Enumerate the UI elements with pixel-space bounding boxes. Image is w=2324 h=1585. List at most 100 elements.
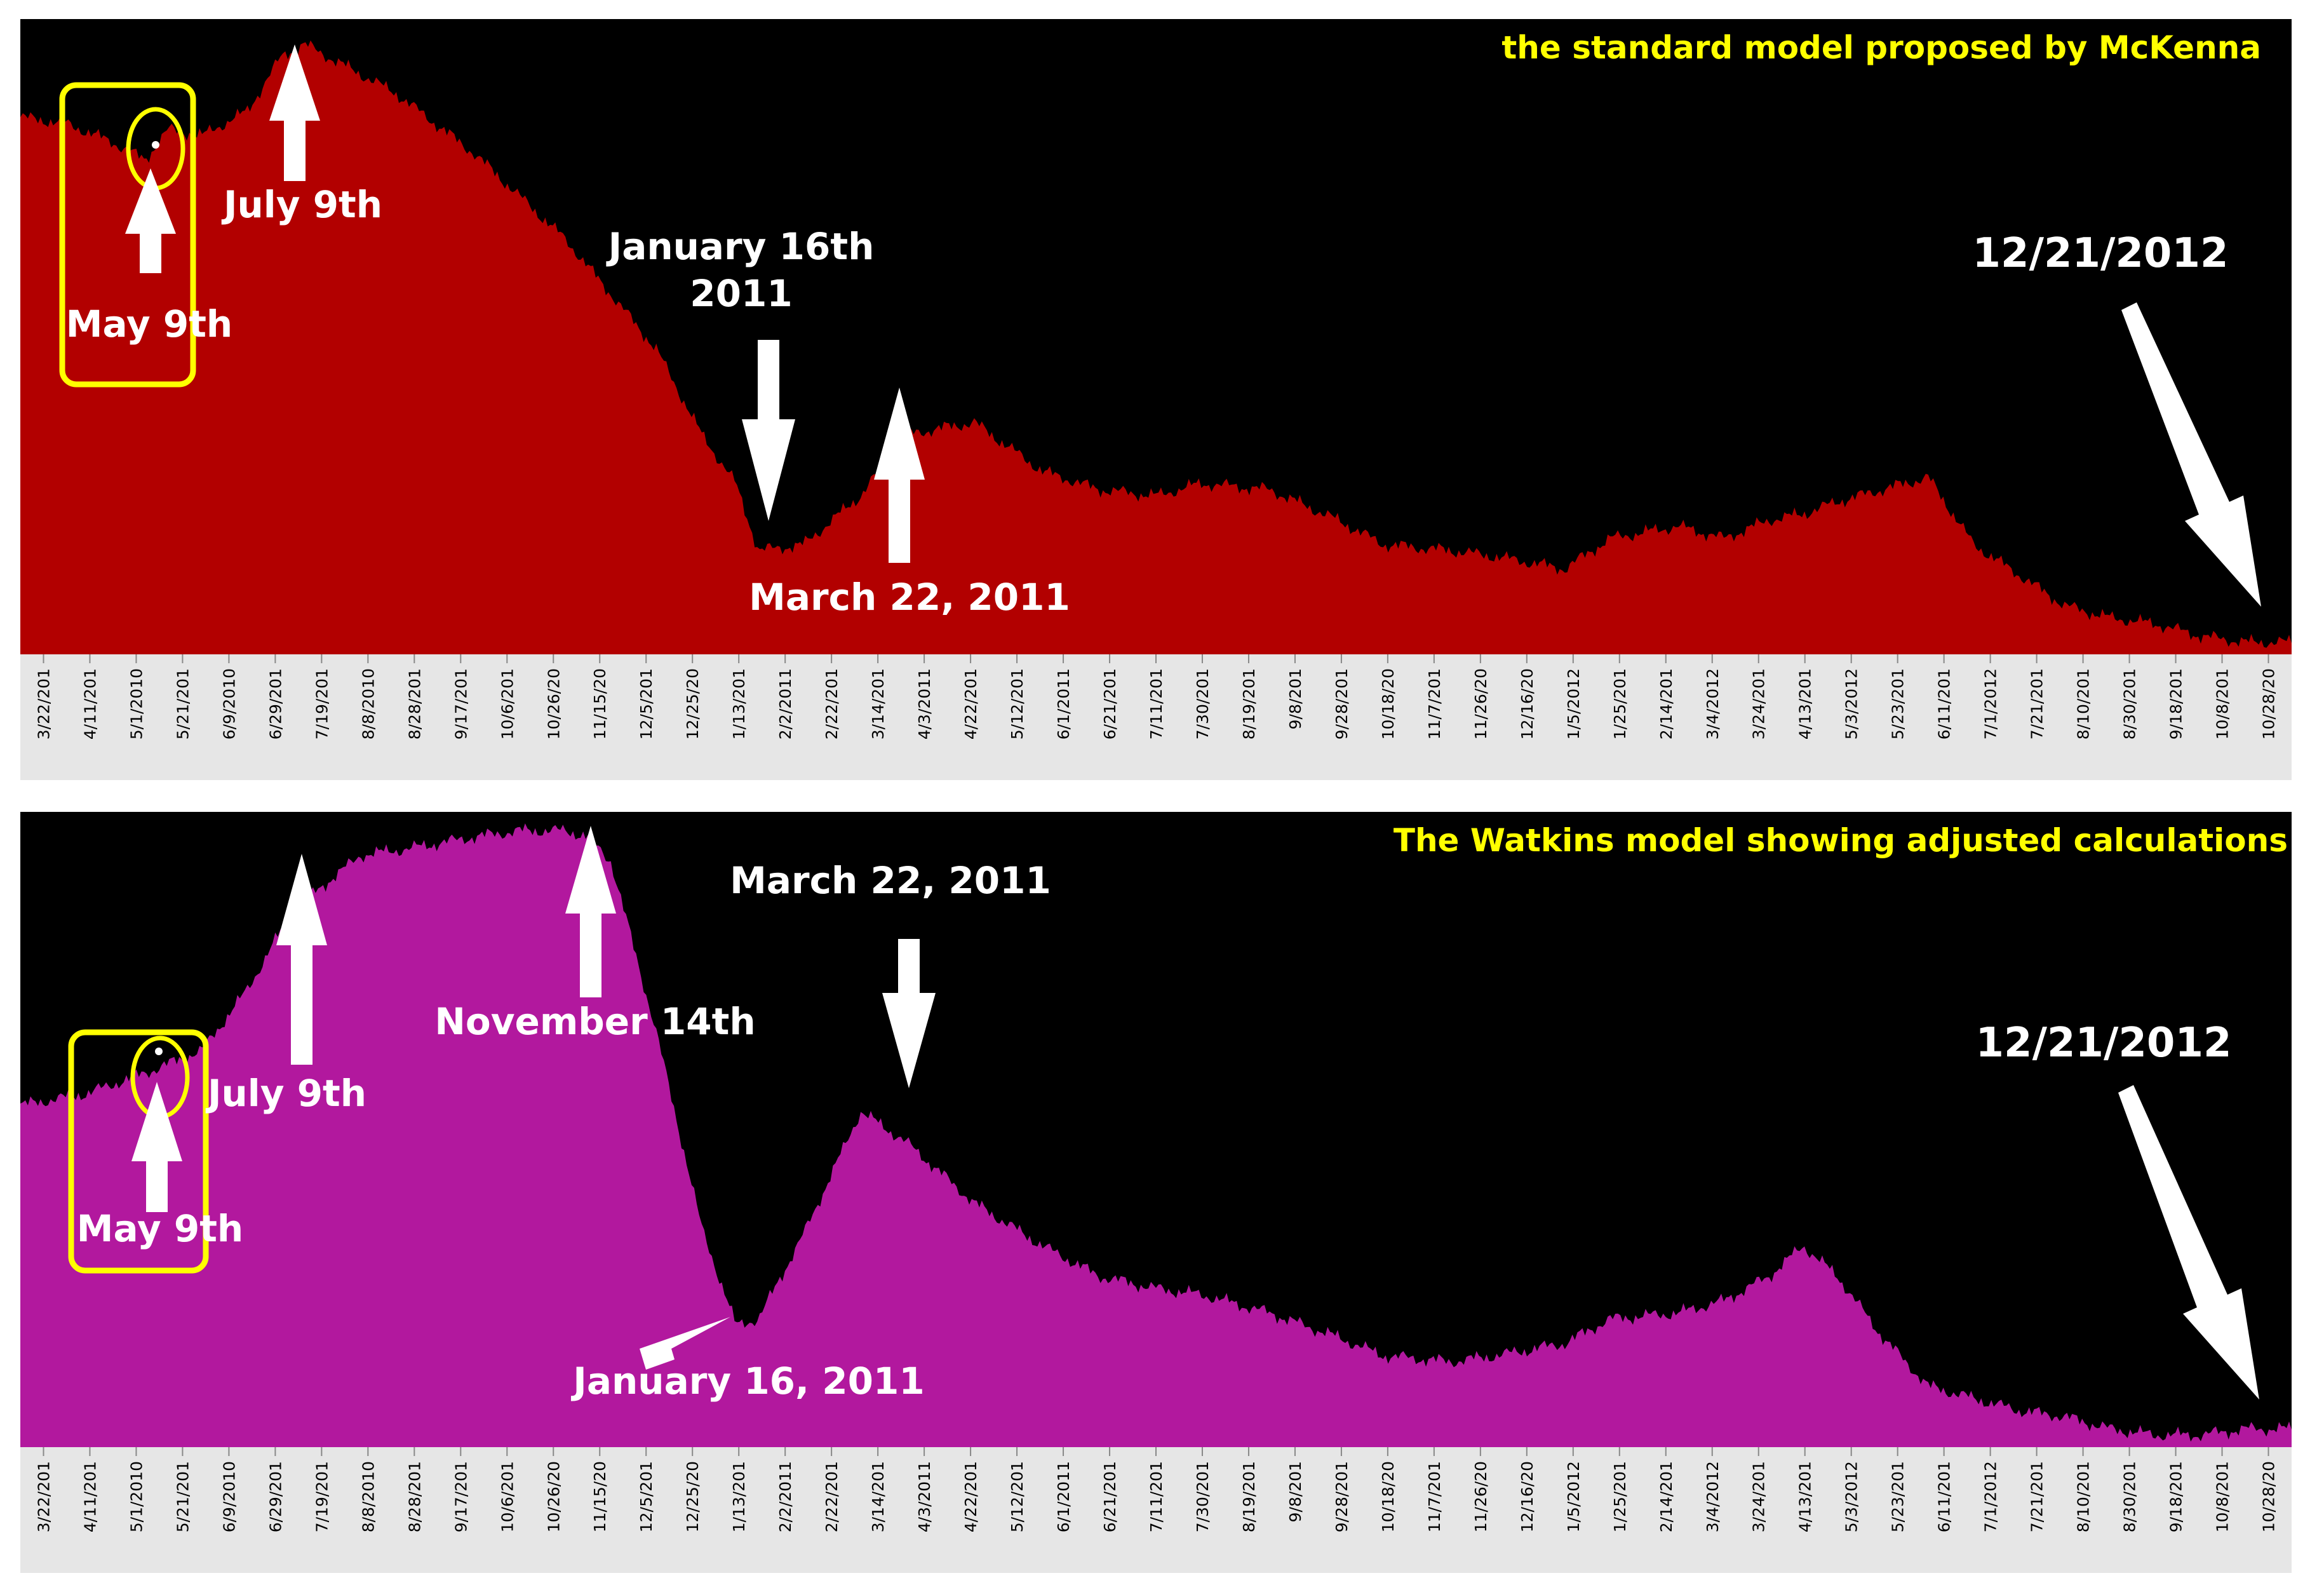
highlight-box xyxy=(68,1029,209,1274)
x-tick-label: 11/7/201 xyxy=(1425,1461,1444,1532)
x-tick-label: 7/11/201 xyxy=(1147,668,1165,739)
x-tick-label: 10/8/201 xyxy=(2213,668,2232,739)
x-tick-label: 6/21/201 xyxy=(1101,668,1119,739)
x-tick-label: 9/28/201 xyxy=(1333,1461,1351,1532)
x-tick-label: 1/5/2012 xyxy=(1564,668,1583,739)
label-july-9th: July 9th xyxy=(221,183,382,226)
x-tick-label: 5/21/201 xyxy=(173,668,192,739)
chart-title: the standard model proposed by McKenna xyxy=(1501,29,2261,66)
x-tick-label: 6/1/2011 xyxy=(1054,1461,1073,1532)
x-tick-label: 8/8/2010 xyxy=(359,668,377,739)
x-tick-label: 12/16/20 xyxy=(1518,1461,1536,1532)
x-tick-label: 7/19/201 xyxy=(312,1461,331,1532)
x-tick-label: 6/11/201 xyxy=(1935,1461,1954,1532)
x-tick-label: 2/14/201 xyxy=(1657,1461,1676,1532)
x-tick-label: 6/11/201 xyxy=(1935,668,1954,739)
x-tick-label: 6/29/201 xyxy=(266,1461,285,1532)
data-point-marker xyxy=(155,1048,163,1055)
x-tick-label: 4/13/201 xyxy=(1796,1461,1815,1532)
x-tick-label: 12/5/201 xyxy=(637,1461,655,1532)
x-tick-label: 4/22/201 xyxy=(962,1461,980,1532)
x-tick-label: 9/8/201 xyxy=(1286,668,1305,729)
x-tick-label: 6/1/2011 xyxy=(1054,668,1073,739)
x-tick-label: 11/26/20 xyxy=(1472,1461,1490,1532)
chart-standard-model: 3/22/201 4/11/201 5/1/2010 5/21/201 6/9/2010… xyxy=(20,19,2292,780)
x-tick-label: 9/18/201 xyxy=(2167,668,2186,739)
x-tick-label: 7/21/201 xyxy=(2028,1461,2046,1532)
x-tick-label: 7/11/201 xyxy=(1147,1461,1165,1532)
x-tick-label: 11/7/201 xyxy=(1425,668,1444,739)
x-axis-ticks: 3/22/201 4/11/201 5/1/2010 5/21/201 6/9/2010… xyxy=(34,1447,2278,1532)
x-tick-label: 1/25/201 xyxy=(1611,668,1629,739)
x-tick-label: 2/22/201 xyxy=(823,1461,841,1532)
x-tick-label: 5/3/2012 xyxy=(1843,668,1861,739)
label-may-9th: May 9th xyxy=(66,302,232,346)
x-tick-label: 10/18/20 xyxy=(1379,668,1397,739)
arrow-pointer-january16 xyxy=(640,1317,730,1370)
x-tick-label: 10/6/201 xyxy=(498,1461,516,1532)
x-tick-label: 4/13/201 xyxy=(1796,668,1815,739)
x-tick-label: 9/18/201 xyxy=(2167,1461,2186,1532)
x-tick-label: 3/4/2012 xyxy=(1703,668,1722,739)
arrow-up-november14 xyxy=(565,826,616,997)
x-tick-label: 1/13/201 xyxy=(730,1461,748,1532)
chart-watkins-model-svg: 3/22/201 4/11/201 5/1/2010 5/21/201 6/9/2010… xyxy=(20,812,2292,1573)
arrow-up-july9 xyxy=(276,854,327,1065)
x-tick-label: 10/8/201 xyxy=(2213,1461,2232,1532)
x-tick-label: 2/22/201 xyxy=(823,668,841,739)
chart-watkins-model: 3/22/201 4/11/201 5/1/2010 5/21/201 6/9/2010… xyxy=(20,812,2292,1573)
label-may-9th: May 9th xyxy=(77,1207,243,1250)
x-tick-label: 4/22/201 xyxy=(962,668,980,739)
x-tick-label: 5/21/201 xyxy=(173,1461,192,1532)
x-tick-label: 3/24/201 xyxy=(1750,1461,1768,1532)
x-tick-label: 1/13/201 xyxy=(730,668,748,739)
x-tick-label: 12/5/201 xyxy=(637,668,655,739)
x-tick-label: 4/3/2011 xyxy=(915,668,934,739)
arrow-down-march22 xyxy=(882,939,936,1088)
label-12-21-2012: 12/21/2012 xyxy=(1976,1020,2232,1067)
x-axis-band xyxy=(20,654,2292,780)
x-tick-label: 1/5/2012 xyxy=(1564,1461,1583,1532)
area-series-standard-model xyxy=(20,40,2292,655)
arrow-up-may9 xyxy=(125,168,176,273)
x-tick-label: 12/25/20 xyxy=(683,668,702,739)
highlight-box xyxy=(59,82,196,388)
x-tick-label: 5/3/2012 xyxy=(1843,1461,1861,1532)
x-tick-label: 8/19/201 xyxy=(1240,668,1258,739)
x-tick-label: 9/17/201 xyxy=(452,668,470,739)
x-tick-label: 3/4/2012 xyxy=(1703,1461,1722,1532)
x-tick-label: 5/1/2010 xyxy=(127,668,145,739)
x-tick-label: 3/22/201 xyxy=(34,668,53,739)
x-tick-label: 4/11/201 xyxy=(81,1461,99,1532)
x-tick-label: 4/3/2011 xyxy=(915,1461,934,1532)
x-tick-label: 3/14/201 xyxy=(869,1461,887,1532)
x-tick-label: 8/19/201 xyxy=(1240,1461,1258,1532)
arrow-up-july9 xyxy=(269,44,320,181)
arrow-up-may9 xyxy=(131,1082,182,1212)
x-tick-label: 11/26/20 xyxy=(1472,668,1490,739)
x-tick-label: 10/18/20 xyxy=(1379,1461,1397,1532)
label-november-14th: November 14th xyxy=(434,1000,755,1043)
annotation-arrows xyxy=(125,44,2261,607)
chart-title: The Watkins model showing adjusted calcu… xyxy=(1394,822,2288,859)
label-march-22-2011: March 22, 2011 xyxy=(730,859,1051,902)
x-tick-label: 3/14/201 xyxy=(869,668,887,739)
x-tick-label: 7/30/201 xyxy=(1193,668,1212,739)
arrow-diagonal-2012 xyxy=(2121,302,2261,607)
x-tick-label: 5/1/2010 xyxy=(127,1461,145,1532)
label-january-16-2011: January 16, 2011 xyxy=(570,1359,924,1403)
x-tick-label: 5/12/201 xyxy=(1008,668,1026,739)
x-tick-label: 3/24/201 xyxy=(1750,668,1768,739)
label-2011: 2011 xyxy=(690,272,792,315)
x-tick-label: 8/28/201 xyxy=(405,668,424,739)
x-tick-label: 4/11/201 xyxy=(81,668,99,739)
x-tick-label: 10/28/20 xyxy=(2260,668,2278,739)
x-tick-label: 8/8/2010 xyxy=(359,1461,377,1532)
x-axis-ticks: 3/22/201 4/11/201 5/1/2010 5/21/201 6/9/2010… xyxy=(34,654,2278,739)
x-tick-label: 8/10/201 xyxy=(2074,1461,2093,1532)
x-tick-label: 9/17/201 xyxy=(452,1461,470,1532)
x-tick-label: 5/23/201 xyxy=(1889,1461,1907,1532)
arrow-diagonal-2012 xyxy=(2118,1085,2259,1400)
x-tick-label: 8/30/201 xyxy=(2121,668,2139,739)
x-tick-label: 10/26/20 xyxy=(544,668,563,739)
